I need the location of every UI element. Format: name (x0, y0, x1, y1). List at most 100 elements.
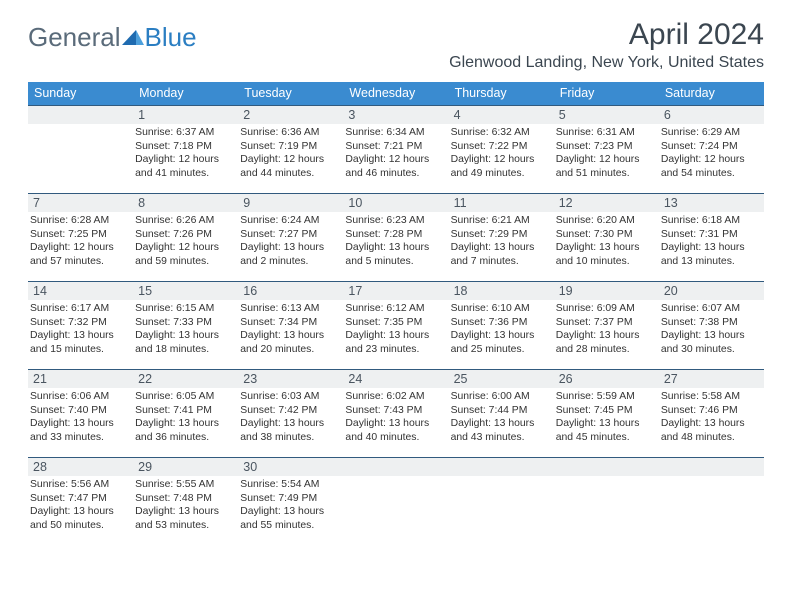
weekday-header: Monday (133, 82, 238, 106)
day-number: 26 (554, 370, 659, 388)
sunrise-text: Sunrise: 6:34 AM (345, 126, 446, 140)
calendar-cell: 24Sunrise: 6:02 AMSunset: 7:43 PMDayligh… (343, 370, 448, 458)
day-info: Sunrise: 6:13 AMSunset: 7:34 PMDaylight:… (238, 302, 343, 357)
calendar-cell: 27Sunrise: 5:58 AMSunset: 7:46 PMDayligh… (659, 370, 764, 458)
day-number (449, 458, 554, 476)
daylight-text-1: Daylight: 13 hours (451, 417, 552, 431)
daylight-text-2: and 38 minutes. (240, 431, 341, 445)
calendar-cell: 1 Sunrise: 6:37 AMSunset: 7:18 PMDaylight… (133, 106, 238, 194)
daylight-text-1: Daylight: 12 hours (135, 153, 236, 167)
day-info: Sunrise: 6:29 AMSunset: 7:24 PMDaylight:… (659, 126, 764, 181)
sunset-text: Sunset: 7:26 PM (135, 228, 236, 242)
daylight-text-2: and 2 minutes. (240, 255, 341, 269)
calendar-cell (28, 106, 133, 194)
day-number (659, 458, 764, 476)
day-number: 15 (133, 282, 238, 300)
day-number: 30 (238, 458, 343, 476)
daylight-text-1: Daylight: 12 hours (661, 153, 762, 167)
day-info: Sunrise: 6:31 AMSunset: 7:23 PMDaylight:… (554, 126, 659, 181)
daylight-text-2: and 46 minutes. (345, 167, 446, 181)
calendar-cell: 13Sunrise: 6:18 AMSunset: 7:31 PMDayligh… (659, 194, 764, 282)
daylight-text-2: and 5 minutes. (345, 255, 446, 269)
sunset-text: Sunset: 7:41 PM (135, 404, 236, 418)
daylight-text-2: and 49 minutes. (451, 167, 552, 181)
daylight-text-2: and 45 minutes. (556, 431, 657, 445)
calendar-cell: 30Sunrise: 5:54 AMSunset: 7:49 PMDayligh… (238, 458, 343, 546)
daylight-text-1: Daylight: 12 hours (240, 153, 341, 167)
calendar-cell: 7Sunrise: 6:28 AMSunset: 7:25 PMDaylight… (28, 194, 133, 282)
calendar-body: 1 Sunrise: 6:37 AMSunset: 7:18 PMDaylight… (28, 106, 764, 546)
day-info: Sunrise: 6:37 AMSunset: 7:18 PMDaylight:… (133, 126, 238, 181)
calendar-cell: 29Sunrise: 5:55 AMSunset: 7:48 PMDayligh… (133, 458, 238, 546)
daylight-text-2: and 53 minutes. (135, 519, 236, 533)
sunset-text: Sunset: 7:42 PM (240, 404, 341, 418)
day-info: Sunrise: 6:20 AMSunset: 7:30 PMDaylight:… (554, 214, 659, 269)
daylight-text-1: Daylight: 13 hours (240, 241, 341, 255)
sunset-text: Sunset: 7:43 PM (345, 404, 446, 418)
sunrise-text: Sunrise: 6:09 AM (556, 302, 657, 316)
day-number: 11 (449, 194, 554, 212)
calendar-cell: 15Sunrise: 6:15 AMSunset: 7:33 PMDayligh… (133, 282, 238, 370)
sunrise-text: Sunrise: 6:18 AM (661, 214, 762, 228)
day-info: Sunrise: 6:07 AMSunset: 7:38 PMDaylight:… (659, 302, 764, 357)
sunrise-text: Sunrise: 6:29 AM (661, 126, 762, 140)
sunrise-text: Sunrise: 6:07 AM (661, 302, 762, 316)
daylight-text-2: and 28 minutes. (556, 343, 657, 357)
day-info: Sunrise: 5:59 AMSunset: 7:45 PMDaylight:… (554, 390, 659, 445)
sunrise-text: Sunrise: 6:05 AM (135, 390, 236, 404)
weekday-header: Wednesday (343, 82, 448, 106)
sunrise-text: Sunrise: 5:58 AM (661, 390, 762, 404)
calendar-week-row: 7Sunrise: 6:28 AMSunset: 7:25 PMDaylight… (28, 194, 764, 282)
daylight-text-1: Daylight: 12 hours (30, 241, 131, 255)
sunrise-text: Sunrise: 6:10 AM (451, 302, 552, 316)
calendar-cell: 14Sunrise: 6:17 AMSunset: 7:32 PMDayligh… (28, 282, 133, 370)
day-number: 16 (238, 282, 343, 300)
day-number: 9 (238, 194, 343, 212)
day-info: Sunrise: 6:10 AMSunset: 7:36 PMDaylight:… (449, 302, 554, 357)
calendar-cell: 26 Sunrise: 5:59 AMSunset: 7:45 PMDayligh… (554, 370, 659, 458)
daylight-text-2: and 10 minutes. (556, 255, 657, 269)
day-number: 23 (238, 370, 343, 388)
day-number: 27 (659, 370, 764, 388)
daylight-text-2: and 43 minutes. (451, 431, 552, 445)
day-number: 1 (133, 106, 238, 124)
weekday-header: Saturday (659, 82, 764, 106)
calendar-cell: 16 Sunrise: 6:13 AMSunset: 7:34 PMDayligh… (238, 282, 343, 370)
day-number: 2 (238, 106, 343, 124)
sunrise-text: Sunrise: 6:31 AM (556, 126, 657, 140)
daylight-text-2: and 20 minutes. (240, 343, 341, 357)
sunrise-text: Sunrise: 6:06 AM (30, 390, 131, 404)
calendar-week-row: 14Sunrise: 6:17 AMSunset: 7:32 PMDayligh… (28, 282, 764, 370)
day-info: Sunrise: 6:21 AMSunset: 7:29 PMDaylight:… (449, 214, 554, 269)
daylight-text-1: Daylight: 13 hours (345, 417, 446, 431)
daylight-text-1: Daylight: 13 hours (240, 505, 341, 519)
daylight-text-1: Daylight: 13 hours (556, 241, 657, 255)
weekday-header: Sunday (28, 82, 133, 106)
sunrise-text: Sunrise: 5:55 AM (135, 478, 236, 492)
calendar-cell: 23 Sunrise: 6:03 AMSunset: 7:42 PMDayligh… (238, 370, 343, 458)
location-subtitle: Glenwood Landing, New York, United State… (449, 54, 764, 72)
calendar-cell (449, 458, 554, 546)
day-number: 4 (449, 106, 554, 124)
daylight-text-2: and 54 minutes. (661, 167, 762, 181)
day-info: Sunrise: 6:03 AMSunset: 7:42 PMDaylight:… (238, 390, 343, 445)
day-info: Sunrise: 6:36 AMSunset: 7:19 PMDaylight:… (238, 126, 343, 181)
calendar-header-row: SundayMondayTuesdayWednesdayThursdayFrid… (28, 82, 764, 106)
day-info: Sunrise: 6:00 AMSunset: 7:44 PMDaylight:… (449, 390, 554, 445)
calendar-week-row: 28Sunrise: 5:56 AMSunset: 7:47 PMDayligh… (28, 458, 764, 546)
calendar-cell: 28Sunrise: 5:56 AMSunset: 7:47 PMDayligh… (28, 458, 133, 546)
daylight-text-1: Daylight: 13 hours (135, 329, 236, 343)
calendar-cell (554, 458, 659, 546)
calendar-cell: 5Sunrise: 6:31 AMSunset: 7:23 PMDaylight… (554, 106, 659, 194)
day-number (343, 458, 448, 476)
day-number: 24 (343, 370, 448, 388)
sunset-text: Sunset: 7:24 PM (661, 140, 762, 154)
title-block: April 2024 Glenwood Landing, New York, U… (449, 18, 764, 72)
day-number: 22 (133, 370, 238, 388)
sunset-text: Sunset: 7:30 PM (556, 228, 657, 242)
day-info: Sunrise: 6:09 AMSunset: 7:37 PMDaylight:… (554, 302, 659, 357)
sunrise-text: Sunrise: 6:32 AM (451, 126, 552, 140)
sunset-text: Sunset: 7:18 PM (135, 140, 236, 154)
sunrise-text: Sunrise: 6:17 AM (30, 302, 131, 316)
daylight-text-2: and 50 minutes. (30, 519, 131, 533)
